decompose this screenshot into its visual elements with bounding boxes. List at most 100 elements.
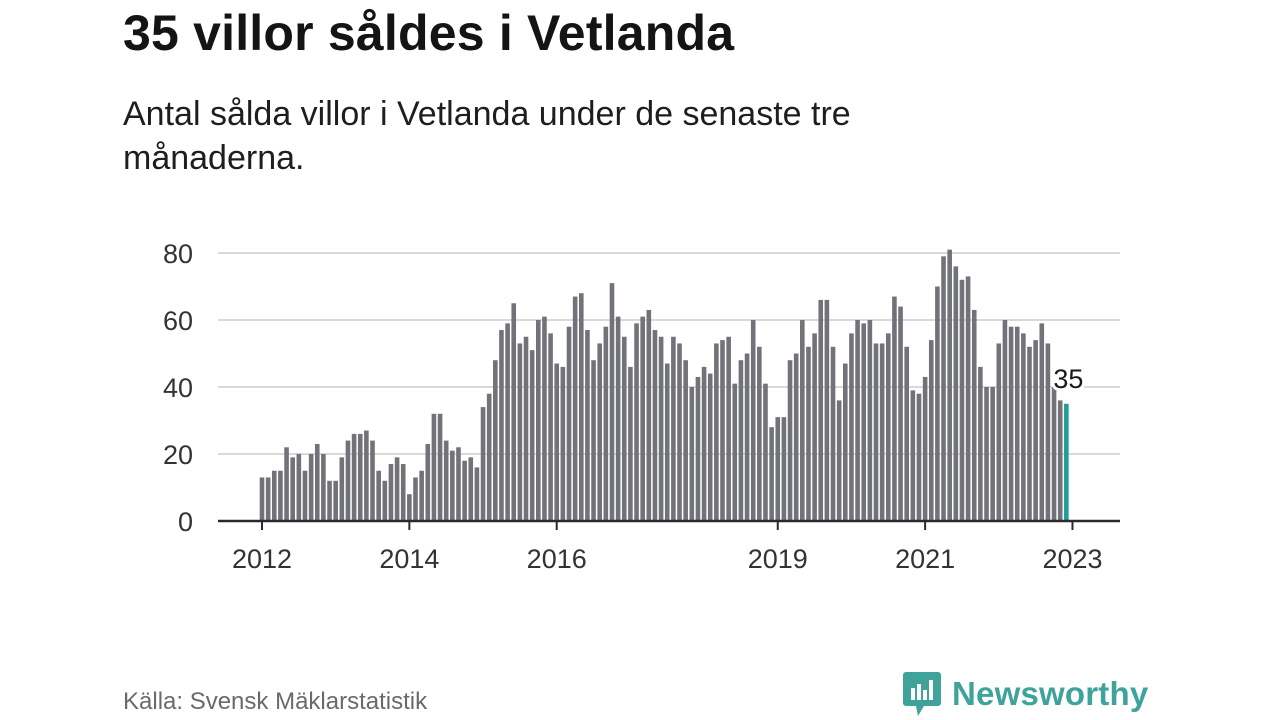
bar (554, 363, 560, 521)
bar (339, 457, 345, 521)
bar (265, 477, 271, 521)
bar (542, 316, 547, 521)
bar (425, 443, 431, 521)
bar (824, 299, 830, 521)
bar (757, 346, 762, 521)
bar (1033, 340, 1038, 521)
bar (916, 393, 922, 521)
bar (1002, 320, 1008, 521)
bar (628, 366, 633, 521)
bar (271, 470, 277, 521)
bar (818, 299, 824, 521)
bar (744, 353, 750, 521)
page-title: 35 villor såldes i Vetlanda (123, 5, 735, 61)
bar (701, 366, 707, 521)
bar (947, 249, 952, 521)
bar (597, 343, 602, 521)
bar (1051, 387, 1057, 521)
newsworthy-logo-icon (903, 672, 941, 716)
bar (695, 376, 701, 521)
bar (750, 320, 756, 521)
bar (1039, 323, 1045, 521)
bar (572, 296, 578, 521)
last-value-label: 35 (1053, 364, 1083, 394)
bar (898, 306, 903, 521)
bar (591, 360, 596, 521)
bar (867, 320, 873, 521)
bar (302, 470, 308, 521)
bar (836, 400, 842, 521)
bar (677, 343, 682, 521)
bar (873, 343, 879, 521)
bar (493, 360, 498, 521)
bar (419, 470, 424, 521)
bar (830, 346, 836, 521)
bar (345, 440, 351, 521)
bar (806, 346, 811, 521)
bar (984, 387, 989, 521)
bar (364, 430, 369, 521)
bar (1014, 326, 1020, 521)
bar (357, 433, 363, 521)
bar (738, 360, 744, 521)
source-note: Källa: Svensk Mäklarstatistik (123, 688, 428, 715)
bar (787, 360, 793, 521)
bar (1027, 346, 1032, 521)
bar (529, 350, 535, 521)
bar (892, 296, 897, 521)
bar (327, 480, 332, 521)
bar (959, 279, 965, 521)
bar (855, 320, 860, 521)
bar (321, 454, 326, 521)
bar (370, 440, 375, 521)
bar (450, 450, 455, 521)
bar (314, 443, 320, 521)
bar (407, 494, 412, 521)
bar (689, 387, 695, 521)
brand-logo[interactable]: Newsworthy (902, 670, 1148, 718)
page-subtitle: Antal sålda villor i Vetlanda under de s… (123, 95, 851, 177)
bar (609, 283, 615, 521)
bar (462, 460, 467, 521)
bar (812, 333, 817, 521)
bar (443, 440, 449, 521)
bar (394, 457, 400, 521)
bar (885, 333, 891, 521)
bar (437, 413, 443, 521)
bar (1057, 400, 1063, 521)
bar (843, 363, 848, 521)
bar (781, 417, 787, 521)
bar (351, 433, 357, 521)
x-tick-label: 2016 (527, 544, 587, 574)
y-tick-label: 80 (163, 239, 193, 269)
bar (468, 457, 474, 521)
bar (634, 323, 639, 521)
bar (523, 336, 529, 521)
bar (658, 336, 664, 521)
bar (849, 333, 854, 521)
bar (517, 343, 523, 521)
x-tick-label: 2012 (232, 544, 292, 574)
bar (978, 366, 983, 521)
bar (640, 316, 645, 521)
bar (413, 477, 418, 521)
bar (990, 387, 995, 521)
y-tick-label: 60 (163, 306, 193, 336)
x-tick-label: 2023 (1042, 544, 1102, 574)
x-tick-label: 2019 (748, 544, 808, 574)
bar (941, 256, 946, 521)
bar (763, 383, 768, 521)
bar (1045, 343, 1051, 521)
x-tick-label: 2021 (895, 544, 955, 574)
bar (400, 464, 406, 521)
bar (953, 266, 959, 521)
bar (775, 417, 781, 521)
bar (548, 333, 553, 521)
bar (879, 343, 885, 521)
bar (382, 480, 388, 521)
bar (259, 477, 265, 521)
bar (671, 336, 676, 521)
bar (732, 383, 738, 521)
bar (290, 457, 295, 521)
bar (935, 286, 940, 521)
